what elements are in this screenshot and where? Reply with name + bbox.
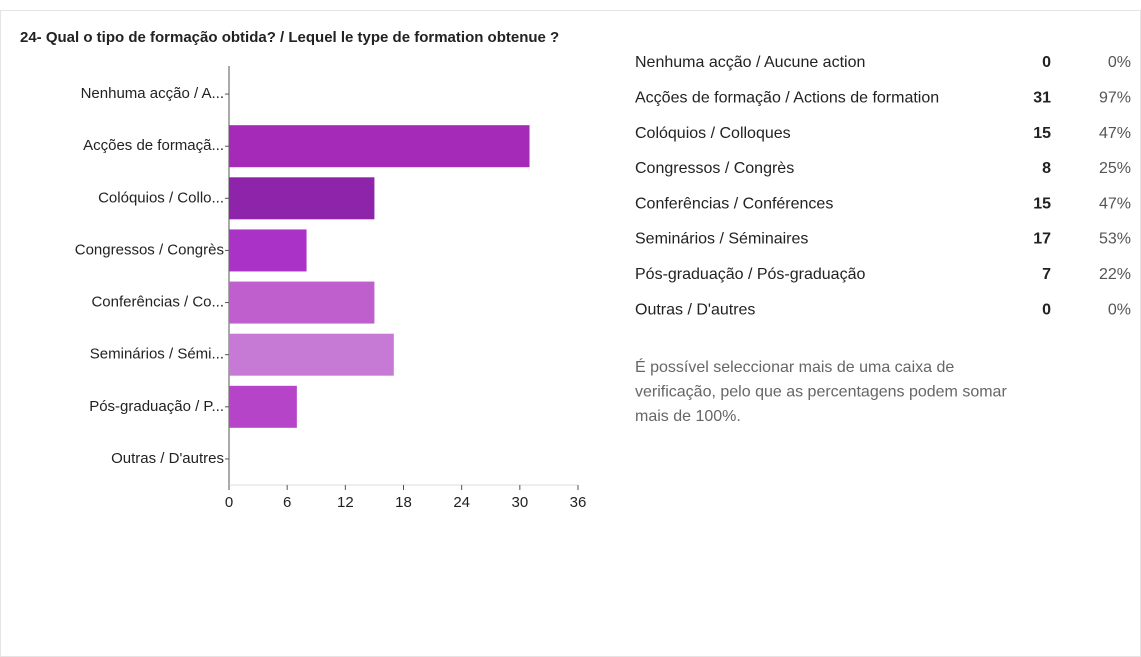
option-label: Conferências / Conférences xyxy=(635,195,833,212)
option-count: 31 xyxy=(1033,90,1051,107)
x-tick-label: 24 xyxy=(453,494,470,511)
note-line: verificação, pelo que as percentagens po… xyxy=(635,384,1007,401)
x-tick-label: 12 xyxy=(337,494,354,511)
option-count: 17 xyxy=(1033,231,1051,248)
option-count: 15 xyxy=(1033,195,1051,212)
option-count: 0 xyxy=(1042,54,1051,71)
option-percent: 0% xyxy=(1108,301,1131,318)
bar xyxy=(229,229,307,272)
option-label: Seminários / Séminaires xyxy=(635,231,808,248)
panel xyxy=(0,10,1141,657)
note-line: mais de 100%. xyxy=(635,408,741,425)
option-percent: 47% xyxy=(1099,195,1131,212)
bar xyxy=(229,177,375,220)
y-tick-label: Congressos / Congrès xyxy=(75,241,224,258)
option-label: Colóquios / Colloques xyxy=(635,125,791,142)
x-tick-label: 6 xyxy=(283,494,291,511)
x-tick-label: 30 xyxy=(511,494,528,511)
option-percent: 22% xyxy=(1099,266,1131,283)
y-tick-label: Conferências / Co... xyxy=(91,294,224,311)
bar xyxy=(229,125,530,168)
x-tick-label: 36 xyxy=(570,494,587,511)
bar xyxy=(229,385,297,428)
note-line: É possível seleccionar mais de uma caixa… xyxy=(635,357,954,376)
option-count: 0 xyxy=(1042,301,1051,318)
option-percent: 53% xyxy=(1099,231,1131,248)
bar xyxy=(229,333,394,376)
y-tick-label: Nenhuma acção / A... xyxy=(81,85,224,102)
option-count: 8 xyxy=(1042,160,1051,177)
option-count: 15 xyxy=(1033,125,1051,142)
chart-title: 24- Qual o tipo de formação obtida? / Le… xyxy=(20,29,559,46)
y-tick-label: Acções de formaçã... xyxy=(83,137,224,154)
option-label: Outras / D'autres xyxy=(635,301,755,318)
option-label: Nenhuma acção / Aucune action xyxy=(635,54,865,71)
y-tick-label: Outras / D'autres xyxy=(111,450,224,467)
option-percent: 0% xyxy=(1108,54,1131,71)
option-percent: 97% xyxy=(1099,90,1131,107)
y-tick-label: Seminários / Sémi... xyxy=(90,346,224,363)
option-percent: 47% xyxy=(1099,125,1131,142)
x-tick-label: 0 xyxy=(225,494,233,511)
bar xyxy=(229,281,375,324)
option-label: Congressos / Congrès xyxy=(635,160,794,177)
option-percent: 25% xyxy=(1099,160,1131,177)
y-tick-label: Colóquios / Collo... xyxy=(98,189,224,206)
x-tick-label: 18 xyxy=(395,494,412,511)
option-label: Acções de formação / Actions de formatio… xyxy=(635,90,939,107)
option-label: Pós-graduação / Pós-graduação xyxy=(635,266,865,283)
option-count: 7 xyxy=(1042,266,1051,283)
y-tick-label: Pós-graduação / P... xyxy=(89,398,224,415)
